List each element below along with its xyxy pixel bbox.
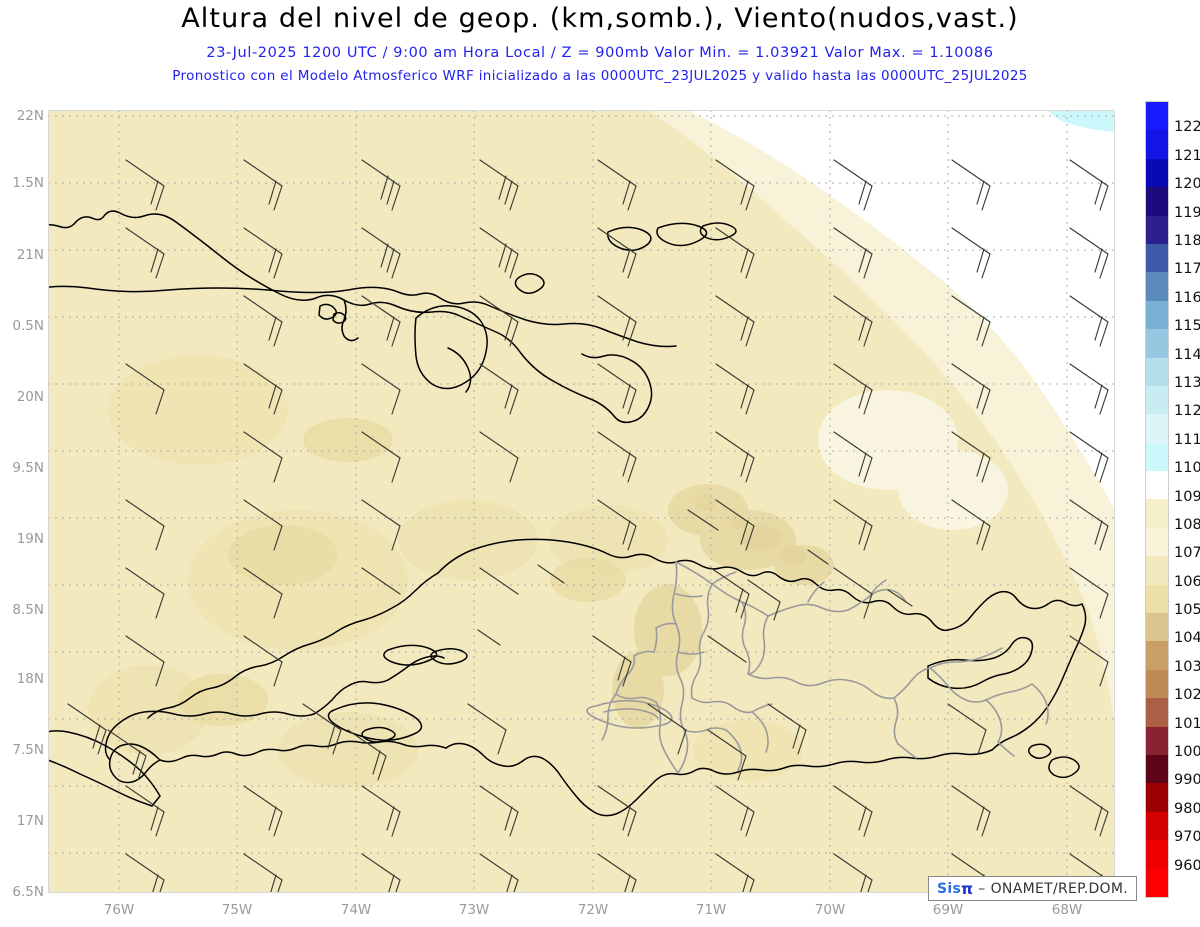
colorbar-tick-960: 960 [1174, 857, 1200, 874]
colorbar-tick-1170: 1170 [1174, 261, 1200, 278]
colorbar-tick-1160: 1160 [1174, 289, 1200, 306]
colorbar-swatch [1146, 158, 1168, 188]
colorbar-swatch [1146, 669, 1168, 699]
lon-tick-74W: 74W [340, 902, 372, 918]
colorbar-tick-1140: 1140 [1174, 346, 1200, 363]
colorbar-swatch [1146, 414, 1168, 443]
colorbar-tick-1190: 1190 [1174, 204, 1200, 221]
colorbar-tick-1080: 1080 [1174, 516, 1200, 533]
colorbar-tick-1040: 1040 [1174, 630, 1200, 647]
colorbar-swatch [1146, 840, 1168, 869]
colorbar-tick-1200: 1200 [1174, 176, 1200, 193]
lat-tick-20.5N: 0.5N [12, 318, 44, 334]
colorbar-swatch [1146, 613, 1168, 642]
lat-tick-18N: 18N [16, 671, 44, 687]
colorbar-swatch [1146, 300, 1168, 330]
logo-org-text: ONAMET/REP.DOM. [990, 880, 1128, 897]
pi-icon: π [961, 879, 974, 898]
lat-tick-17N: 17N [16, 813, 44, 829]
colorbar-tick-1000: 1000 [1174, 744, 1200, 761]
colorbar-swatch [1146, 868, 1168, 897]
colorbar-swatch [1146, 783, 1168, 812]
colorbar-swatch [1146, 698, 1168, 727]
colorbar-tick-1050: 1050 [1174, 602, 1200, 619]
colorbar-swatch [1146, 329, 1168, 358]
map-plot-area[interactable] [48, 110, 1115, 893]
lat-tick-19.5N: 9.5N [12, 460, 44, 476]
lat-tick-21N: 21N [16, 247, 44, 263]
lat-tick-18.5N: 8.5N [12, 602, 44, 618]
lat-tick-19N: 19N [16, 531, 44, 547]
colorbar-tick-1220: 1220 [1174, 119, 1200, 136]
colorbar-tick-1020: 1020 [1174, 687, 1200, 704]
colorbar-tick-980: 980 [1174, 800, 1200, 817]
colorbar-swatch [1146, 385, 1168, 415]
colorbar-swatch [1146, 556, 1168, 585]
logo-badge: Sis π – ONAMET/REP.DOM. [928, 876, 1137, 901]
colorbar-swatch [1146, 357, 1168, 386]
colorbar-swatch [1146, 130, 1168, 159]
lon-tick-72W: 72W [577, 902, 609, 918]
colorbar-tick-1180: 1180 [1174, 232, 1200, 249]
chart-subtitle-run-info: 23-Jul-2025 1200 UTC / 9:00 am Hora Loca… [206, 45, 994, 61]
colorbar[interactable] [1145, 101, 1169, 898]
lon-tick-76W: 76W [103, 902, 135, 918]
lon-tick-69W: 69W [932, 902, 964, 918]
colorbar-swatch [1146, 811, 1168, 841]
lat-tick-22N: 22N [16, 108, 44, 124]
lon-tick-71W: 71W [695, 902, 727, 918]
colorbar-tick-1060: 1060 [1174, 573, 1200, 590]
colorbar-tick-1150: 1150 [1174, 318, 1200, 335]
colorbar-swatch [1146, 641, 1168, 670]
colorbar-swatch [1146, 187, 1168, 216]
colorbar-swatch [1146, 442, 1168, 472]
colorbar-swatch [1146, 215, 1168, 244]
chart-subtitle-model-info: Pronostico con el Modelo Atmosferico WRF… [172, 68, 1028, 84]
chart-header: Altura del nivel de geop. (km,somb.), Vi… [0, 0, 1200, 95]
logo-dash: – [978, 880, 986, 897]
lon-tick-68W: 68W [1051, 902, 1083, 918]
lon-tick-70W: 70W [814, 902, 846, 918]
colorbar-swatch [1146, 272, 1168, 301]
logo-brand-text: Sis [937, 880, 962, 897]
colorbar-swatch [1146, 754, 1168, 784]
colorbar-tick-1090: 1090 [1174, 488, 1200, 505]
colorbar-swatch [1146, 243, 1168, 273]
weather-map-svg [48, 110, 1115, 893]
colorbar-tick-1210: 1210 [1174, 147, 1200, 164]
colorbar-tick-1130: 1130 [1174, 374, 1200, 391]
lat-tick-20N: 20N [16, 389, 44, 405]
lat-tick-17.5N: 7.5N [12, 742, 44, 758]
colorbar-tick-1030: 1030 [1174, 658, 1200, 675]
lat-tick-16.5N: 6.5N [12, 884, 44, 900]
colorbar-tick-990: 990 [1174, 772, 1200, 789]
colorbar-tick-1070: 1070 [1174, 545, 1200, 562]
colorbar-swatch [1146, 726, 1168, 755]
lat-tick-21.5N: 1.5N [12, 175, 44, 191]
lon-tick-73W: 73W [458, 902, 490, 918]
colorbar-swatch [1146, 102, 1168, 131]
colorbar-tick-970: 970 [1174, 829, 1200, 846]
page-title: Altura del nivel de geop. (km,somb.), Vi… [181, 3, 1019, 34]
colorbar-swatch [1146, 471, 1168, 500]
colorbar-swatch [1146, 527, 1168, 557]
lon-tick-75W: 75W [221, 902, 253, 918]
colorbar-swatch [1146, 584, 1168, 614]
colorbar-swatch [1146, 499, 1168, 528]
